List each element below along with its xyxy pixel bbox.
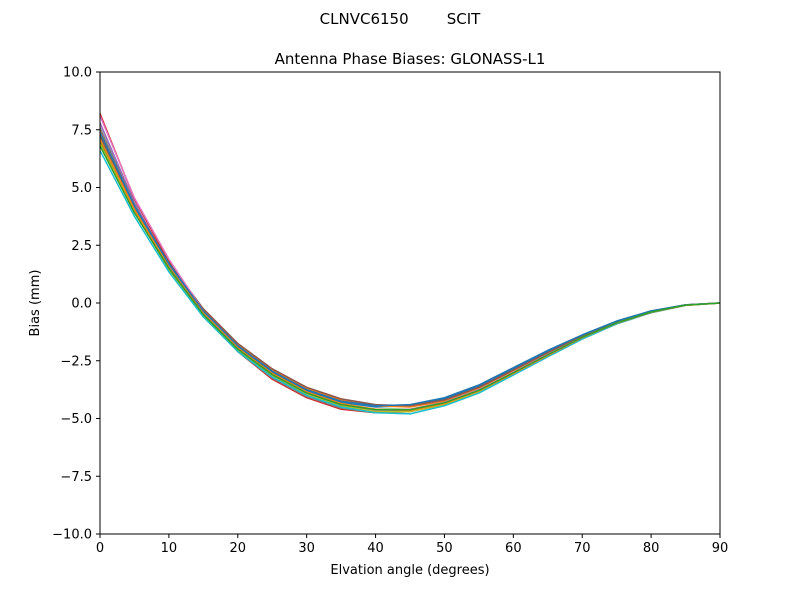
series-layer — [99, 113, 721, 415]
x-tick-label: 40 — [367, 541, 384, 556]
series-line-8 — [99, 127, 721, 414]
chart-suptitle: CLNVC6150 SCIT — [320, 10, 482, 28]
series-line-2 — [99, 129, 721, 408]
y-tick-label: 10.0 — [63, 66, 92, 81]
y-tick-label: −7.5 — [60, 470, 92, 485]
x-tick-label: 30 — [298, 541, 315, 556]
x-tick-label: 50 — [436, 541, 453, 556]
y-tick-label: −5.0 — [60, 412, 92, 427]
series-line-13 — [99, 145, 721, 411]
x-axis-ticks: 0 10 20 30 40 50 60 70 80 90 — [96, 534, 728, 556]
series-line-6 — [99, 134, 721, 407]
x-tick-label: 80 — [643, 541, 660, 556]
series-line-4 — [99, 113, 721, 414]
series-line-5 — [99, 122, 721, 413]
x-tick-label: 70 — [574, 541, 591, 556]
series-line-9 — [99, 143, 721, 413]
chart-title: Antenna Phase Biases: GLONASS-L1 — [275, 50, 546, 68]
series-line-7 — [99, 115, 721, 412]
y-tick-label: −2.5 — [60, 354, 92, 369]
y-tick-label: 0.0 — [71, 297, 92, 312]
y-axis-ticks: −10.0 −7.5 −5.0 −2.5 0.0 2.5 5.0 7.5 10.0 — [52, 66, 100, 543]
series-line-12 — [99, 138, 721, 412]
series-line-11 — [99, 131, 721, 407]
x-tick-label: 10 — [161, 541, 178, 556]
series-line-1 — [99, 136, 721, 408]
x-tick-label: 0 — [96, 541, 104, 556]
x-tick-label: 90 — [712, 541, 729, 556]
y-tick-label: 2.5 — [71, 239, 92, 254]
y-tick-label: −10.0 — [52, 528, 92, 543]
y-tick-label: 5.0 — [71, 181, 92, 196]
x-tick-label: 20 — [230, 541, 247, 556]
y-tick-label: 7.5 — [71, 123, 92, 138]
y-axis-label: Bias (mm) — [28, 270, 43, 337]
x-tick-label: 60 — [505, 541, 522, 556]
series-line-3 — [99, 140, 721, 411]
x-axis-label: Elvation angle (degrees) — [330, 563, 489, 578]
series-line-10 — [99, 150, 721, 415]
